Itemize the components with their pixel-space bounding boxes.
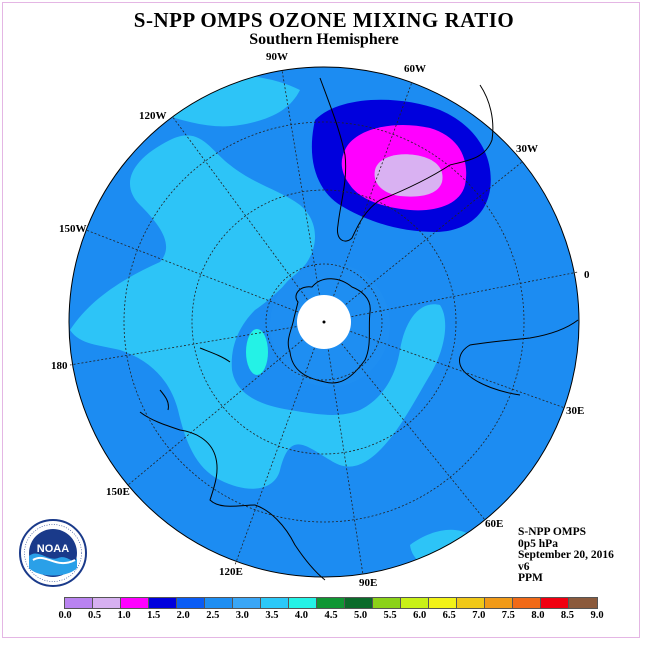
noaa-logo: NOAA (19, 519, 87, 587)
south-america-coastline (319, 77, 494, 242)
meridian-lines (69, 69, 579, 576)
africa-coastline (459, 319, 579, 396)
colorbar-swatch (513, 598, 541, 608)
colorbar-tick-label: 4.0 (294, 610, 308, 621)
figure-frame (2, 2, 640, 638)
colorbar-swatch (401, 598, 429, 608)
map-subtitle: Southern Hemisphere (249, 31, 399, 48)
colorbar-swatch (205, 598, 233, 608)
noaa-logo-text: NOAA (37, 543, 69, 555)
colorbar-tick-label: 2.5 (206, 610, 220, 621)
lon-label-120e: 120E (219, 566, 243, 578)
colorbar-swatch (121, 598, 149, 608)
latitude-circles (123, 121, 525, 523)
colorbar-swatch (177, 598, 205, 608)
colorbar-tick-label: 8.5 (560, 610, 574, 621)
colorbar-tick-label: 2.0 (176, 610, 190, 621)
ozone-contour-3-0 (70, 135, 446, 489)
colorbar-tick-label: 6.0 (413, 610, 427, 621)
lon-label-30w: 30W (516, 143, 538, 155)
lon-label-60e: 60E (485, 518, 504, 530)
colorbar-tick-label: 0.5 (87, 610, 102, 621)
colorbar (64, 597, 598, 609)
lon-label-180: 180 (51, 360, 68, 372)
ozone-contour-3-5 (246, 329, 268, 375)
metadata-block: S-NPP OMPS 0p5 hPa September 20, 2016 v6… (518, 526, 614, 585)
colorbar-swatch (261, 598, 289, 608)
colorbar-swatch (541, 598, 569, 608)
map-boundary (68, 66, 580, 578)
colorbar-tick-label: 4.5 (324, 610, 338, 621)
lon-label-90e: 90E (359, 577, 378, 589)
colorbar-swatch (569, 598, 597, 608)
colorbar-swatch (457, 598, 485, 608)
colorbar-tick-label: 7.5 (501, 610, 515, 621)
date-text: September 20, 2016 (518, 549, 614, 562)
colorbar-swatch (429, 598, 457, 608)
colorbar-tick-label: 8.0 (531, 610, 545, 621)
new-zealand-coastline (159, 347, 231, 411)
colorbar-tick-label: 9.0 (590, 610, 604, 621)
lon-label-150w: 150W (59, 223, 87, 235)
colorbar-swatch (93, 598, 121, 608)
colorbar-tick-label: 5.0 (353, 610, 368, 621)
lon-label-90w: 90W (266, 51, 288, 63)
lon-label-150e: 150E (106, 486, 130, 498)
colorbar-swatch (289, 598, 317, 608)
south-pole-marker (322, 320, 326, 324)
colorbar-swatch (485, 598, 513, 608)
colorbar-swatch (149, 598, 177, 608)
lon-label-60w: 60W (404, 63, 426, 75)
colorbar-swatch (65, 598, 93, 608)
colorbar-tick-label: 6.5 (442, 610, 456, 621)
colorbar-tick-label: 3.0 (235, 610, 249, 621)
colorbar-tick-label: 1.0 (117, 610, 131, 621)
lon-label-0: 0 (584, 269, 590, 281)
antarctica-coastline (287, 278, 371, 384)
version-text: v6 (518, 560, 530, 573)
instrument-text: S-NPP OMPS (518, 526, 587, 538)
colorbar-swatch (373, 598, 401, 608)
colorbar-tick-label: 3.5 (265, 610, 279, 621)
colorbar-tick-label: 1.5 (147, 610, 161, 621)
lon-label-30e: 30E (566, 405, 585, 417)
australia-coastline (139, 411, 326, 581)
units-text: PPM (518, 572, 543, 585)
colorbar-tick-label: 0.0 (58, 610, 72, 621)
lon-label-120w: 120W (139, 110, 167, 122)
colorbar-swatch (345, 598, 373, 608)
colorbar-tick-label: 5.5 (383, 610, 397, 621)
pressure-level-text: 0p5 hPa (518, 537, 558, 550)
map-title: S-NPP OMPS OZONE MIXING RATIO (133, 8, 515, 32)
colorbar-swatch (233, 598, 261, 608)
colorbar-tick-label: 7.0 (472, 610, 486, 621)
colorbar-tick-labels: 0.0 0.5 1.0 1.5 2.0 2.5 3.0 3.5 4.0 4.5 5.0 5.5 6.0 6… (0, 610, 648, 624)
colorbar-swatch (317, 598, 345, 608)
ozone-contour-0-5 (374, 154, 443, 197)
